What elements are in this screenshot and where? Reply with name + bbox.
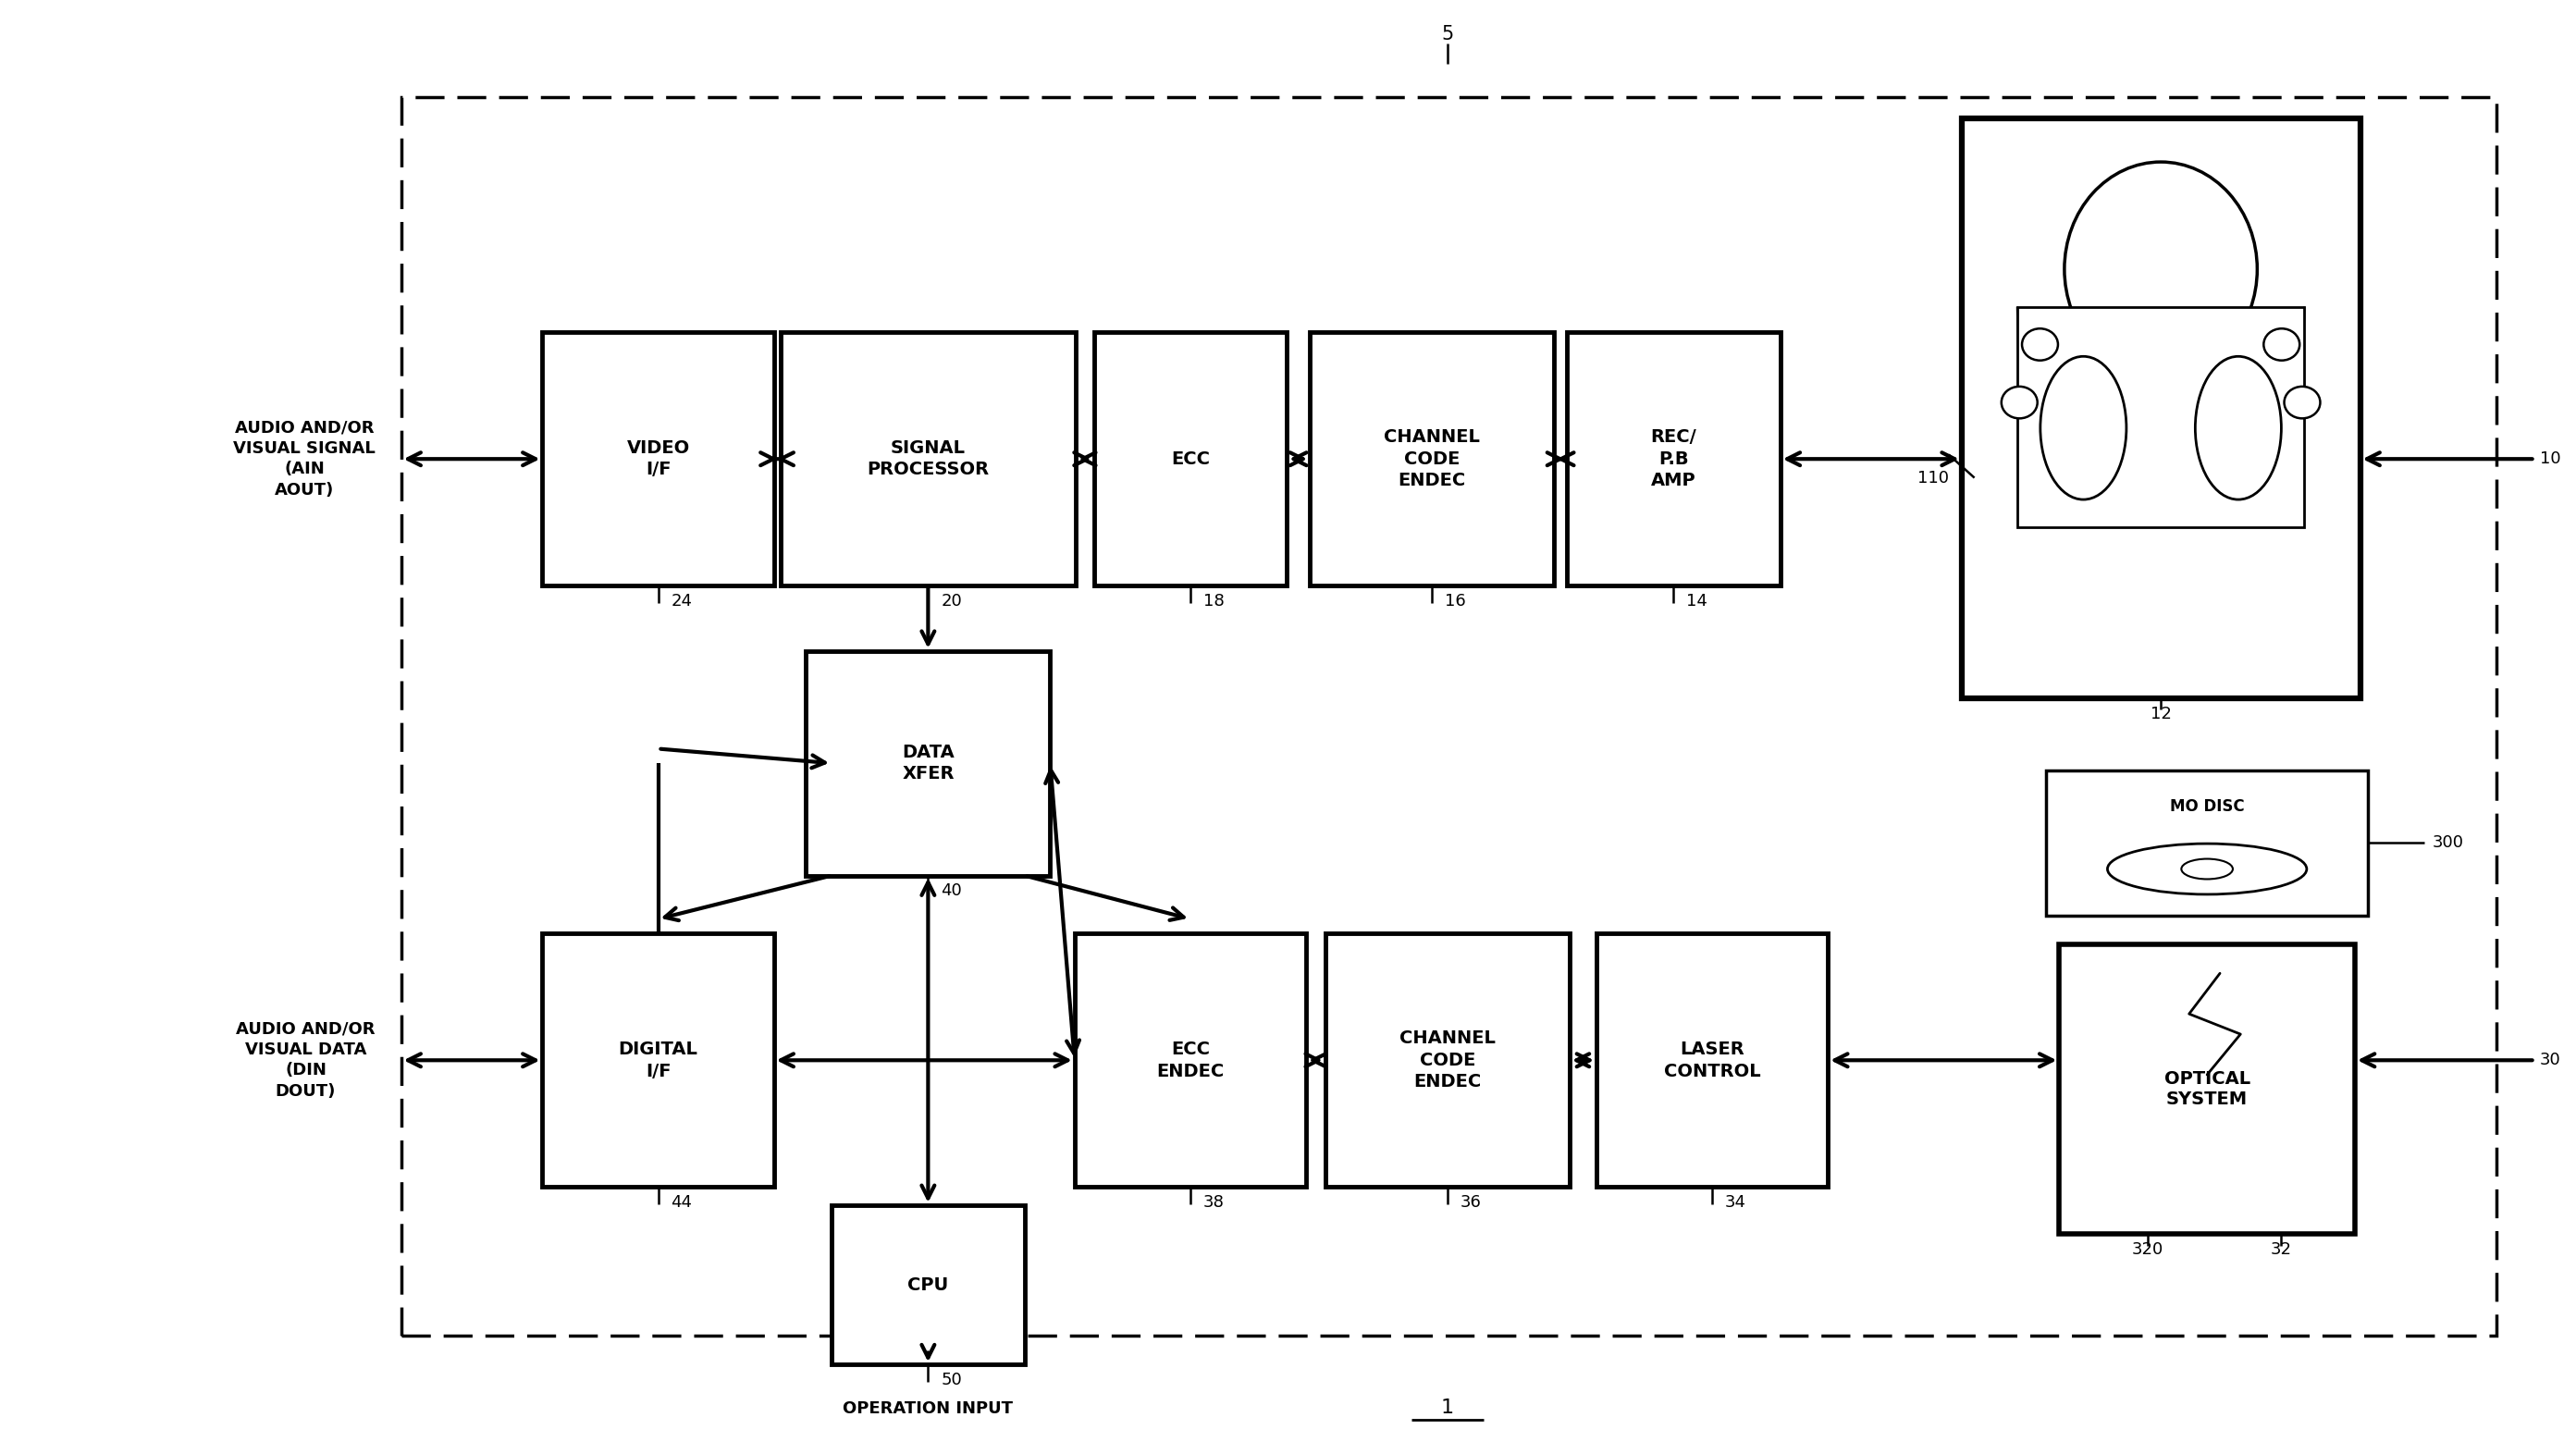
Text: 38: 38 <box>1203 1194 1224 1211</box>
Ellipse shape <box>2285 387 2321 419</box>
Text: 12: 12 <box>2151 705 2172 723</box>
Text: CHANNEL
CODE
ENDEC: CHANNEL CODE ENDEC <box>1383 429 1481 490</box>
Bar <box>1960 118 2360 698</box>
Text: 14: 14 <box>1687 593 1708 609</box>
Text: 44: 44 <box>670 1194 693 1211</box>
Text: 32: 32 <box>2269 1242 2293 1258</box>
Text: AUDIO AND/OR
VISUAL DATA
(DIN
DOUT): AUDIO AND/OR VISUAL DATA (DIN DOUT) <box>237 1021 376 1099</box>
Bar <box>781 332 1077 586</box>
Text: 110: 110 <box>1917 470 1947 486</box>
Text: 1: 1 <box>1440 1399 1453 1418</box>
Bar <box>832 1205 1025 1364</box>
Bar <box>2045 771 2367 916</box>
Text: 34: 34 <box>1726 1194 1747 1211</box>
Bar <box>544 933 773 1186</box>
Text: DIGITAL
I/F: DIGITAL I/F <box>618 1041 698 1080</box>
Text: 300: 300 <box>2432 835 2463 851</box>
Text: AUDIO AND/OR
VISUAL SIGNAL
(AIN
AOUT): AUDIO AND/OR VISUAL SIGNAL (AIN AOUT) <box>234 420 376 499</box>
Ellipse shape <box>2002 387 2038 419</box>
Ellipse shape <box>2022 329 2058 361</box>
Bar <box>544 332 773 586</box>
Text: 320: 320 <box>2133 1242 2164 1258</box>
Text: VIDEO
I/F: VIDEO I/F <box>626 439 690 478</box>
Ellipse shape <box>2063 161 2257 377</box>
Text: OPTICAL
SYSTEM: OPTICAL SYSTEM <box>2164 1070 2251 1108</box>
Bar <box>2017 307 2306 526</box>
Text: MO DISC: MO DISC <box>2169 798 2244 816</box>
Text: 36: 36 <box>1461 1194 1481 1211</box>
Bar <box>1324 933 1569 1186</box>
Bar <box>806 651 1051 875</box>
Text: 30: 30 <box>2540 1051 2561 1069</box>
Ellipse shape <box>2107 843 2306 894</box>
Text: SIGNAL
PROCESSOR: SIGNAL PROCESSOR <box>868 439 989 478</box>
Text: 18: 18 <box>1203 593 1224 609</box>
Bar <box>2058 944 2354 1234</box>
Text: ECC
ENDEC: ECC ENDEC <box>1157 1041 1224 1080</box>
Text: CPU: CPU <box>907 1277 948 1294</box>
Text: OPERATION INPUT: OPERATION INPUT <box>842 1400 1012 1418</box>
Text: 24: 24 <box>670 593 693 609</box>
Bar <box>1309 332 1553 586</box>
Bar <box>1597 933 1829 1186</box>
Ellipse shape <box>2264 329 2300 361</box>
Text: 10: 10 <box>2540 451 2561 467</box>
Text: 40: 40 <box>940 883 961 900</box>
Text: ECC: ECC <box>1172 451 1211 468</box>
Text: LASER
CONTROL: LASER CONTROL <box>1664 1041 1759 1080</box>
Bar <box>1566 332 1780 586</box>
Ellipse shape <box>2182 859 2233 880</box>
Bar <box>1074 933 1306 1186</box>
Bar <box>402 97 2496 1336</box>
Text: 50: 50 <box>940 1371 961 1389</box>
Text: REC/
P.B
AMP: REC/ P.B AMP <box>1651 429 1698 490</box>
Ellipse shape <box>2195 356 2282 500</box>
Text: DATA
XFER: DATA XFER <box>902 743 953 782</box>
Text: 16: 16 <box>1445 593 1466 609</box>
Ellipse shape <box>2040 356 2125 500</box>
Text: CHANNEL
CODE
ENDEC: CHANNEL CODE ENDEC <box>1399 1029 1497 1090</box>
Text: 5: 5 <box>1440 25 1453 44</box>
Text: 20: 20 <box>940 593 961 609</box>
Bar <box>1095 332 1288 586</box>
